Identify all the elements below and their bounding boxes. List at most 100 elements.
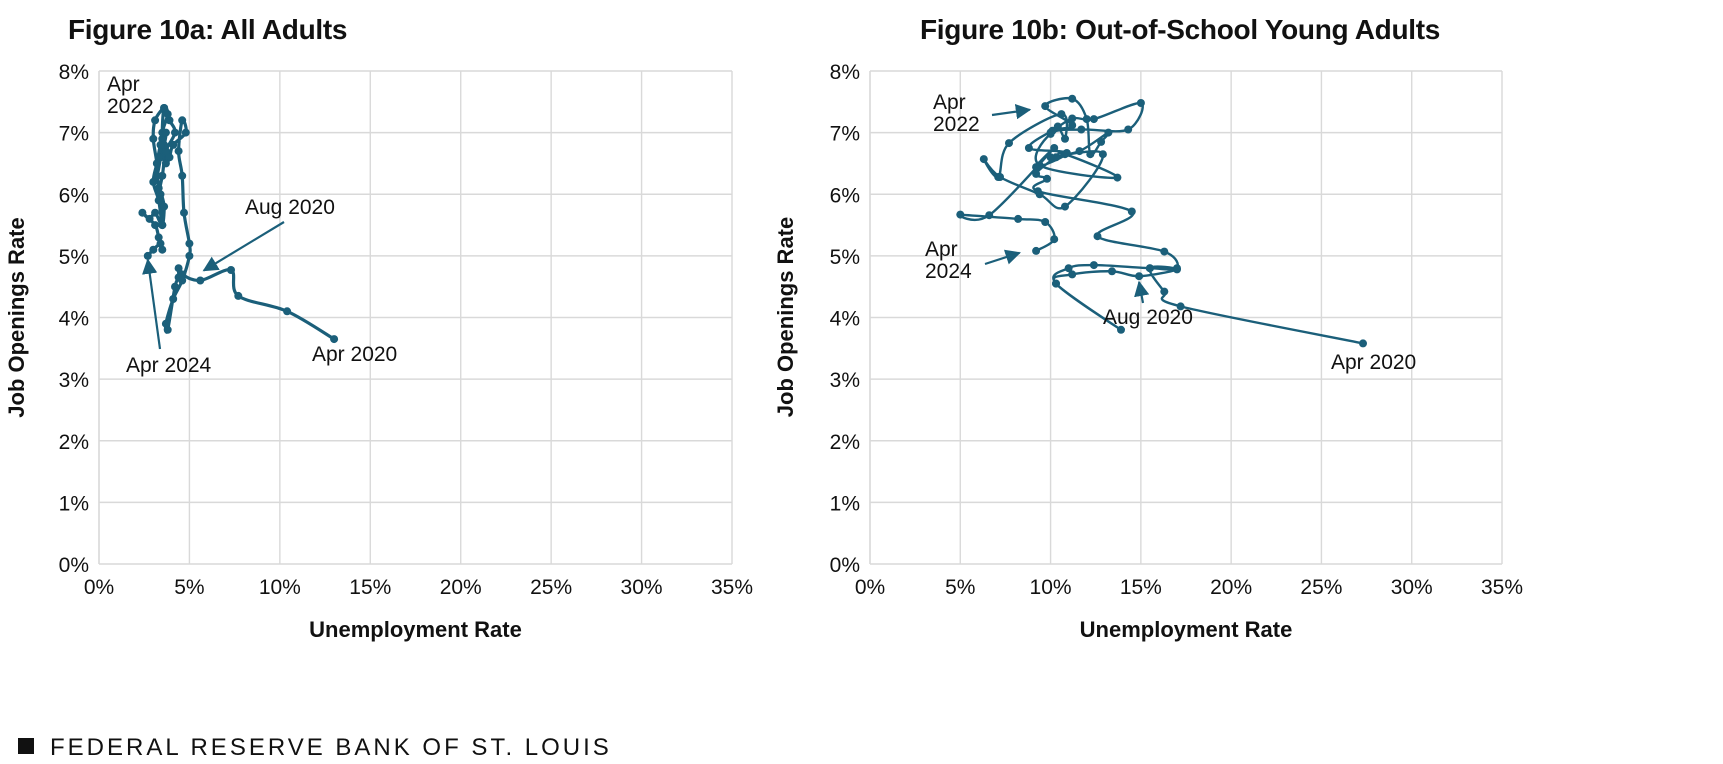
data-point — [163, 110, 172, 119]
data-point — [1053, 122, 1062, 131]
data-point — [156, 140, 165, 149]
square-bullet-icon — [18, 738, 34, 754]
data-point — [185, 251, 194, 260]
data-point — [996, 173, 1004, 181]
y-tick-label: 6% — [830, 184, 860, 207]
data-point — [1046, 153, 1055, 162]
annotation-label: Aug 2020 — [1103, 306, 1193, 329]
x-tick-label: 10% — [259, 576, 301, 599]
data-point — [196, 276, 205, 285]
data-point — [1097, 137, 1106, 146]
data-point — [174, 264, 183, 273]
data-point — [1057, 110, 1066, 119]
data-point — [160, 202, 169, 211]
y-tick-label: 2% — [59, 431, 89, 454]
footer: FEDERAL RESERVE BANK OF ST. LOUIS — [18, 734, 612, 762]
data-point — [1064, 264, 1073, 273]
x-axis-label: Unemployment Rate — [1080, 617, 1293, 642]
y-tick-label: 6% — [59, 184, 89, 207]
annotation-arrow — [202, 221, 285, 272]
y-tick-label: 7% — [59, 123, 89, 146]
chart-b-title: Figure 10b: Out-of-School Young Adults — [920, 14, 1441, 45]
data-point — [165, 153, 174, 162]
data-point — [181, 128, 190, 137]
x-tick-label: 5% — [174, 576, 204, 599]
data-point — [1024, 144, 1033, 152]
data-point — [154, 184, 163, 193]
data-point — [1176, 302, 1185, 311]
data-point — [1041, 218, 1050, 226]
data-point — [149, 177, 158, 186]
y-tick-label: 0% — [830, 554, 860, 577]
data-point — [161, 128, 170, 137]
data-point — [158, 245, 167, 254]
chart-a-title: Figure 10a: All Adults — [68, 14, 348, 45]
data-point — [1136, 99, 1145, 107]
y-tick-label: 4% — [830, 308, 860, 331]
y-tick-label: 1% — [59, 492, 89, 515]
data-point — [1050, 144, 1059, 152]
y-tick-label: 5% — [59, 246, 89, 269]
data-point — [1061, 202, 1069, 211]
data-point — [1117, 325, 1125, 334]
data-point — [956, 210, 965, 219]
data-point — [1104, 128, 1113, 137]
data-point — [979, 155, 988, 164]
chart-b: 0% 5% 10% 15% 20% 25% 30% 35% 0% 1% 2% 3% 4% 5% 6% 7% 8%… — [773, 61, 1523, 642]
data-point — [143, 251, 152, 260]
data-point — [1068, 114, 1077, 123]
y-tick-label: 1% — [830, 492, 860, 515]
annotation: Aug 2020 — [202, 196, 335, 272]
data-point — [227, 266, 235, 274]
x-tick-label: 15% — [349, 576, 391, 599]
annotation-label: 2022 — [107, 95, 154, 118]
annotation-arrow — [1134, 280, 1150, 304]
y-tick-label: 8% — [59, 61, 89, 84]
x-tick-label: 35% — [1481, 576, 1523, 599]
y-axis-label: Job Openings Rate — [4, 217, 29, 417]
annotation-label: Apr — [933, 91, 966, 114]
x-tick-label: 0% — [855, 576, 885, 599]
data-point — [283, 307, 292, 316]
data-point — [158, 134, 167, 143]
data-point — [154, 196, 163, 205]
x-tick-label: 0% — [84, 576, 114, 599]
annotation: Apr 2020 — [1331, 351, 1416, 374]
y-tick-label: 2% — [830, 431, 860, 454]
annotation: Apr 2024 — [126, 258, 212, 377]
data-point — [1077, 125, 1086, 134]
data-point — [1052, 279, 1060, 288]
data-point — [163, 325, 172, 334]
x-tick-label: 25% — [530, 576, 572, 599]
data-point — [1160, 287, 1169, 296]
data-point — [234, 291, 243, 300]
data-point — [151, 116, 160, 125]
data-point — [160, 104, 169, 112]
data-point — [1160, 247, 1169, 256]
data-point — [1089, 115, 1098, 124]
data-point — [330, 335, 339, 344]
data-point — [1173, 264, 1181, 273]
y-tick-label: 4% — [59, 308, 89, 331]
data-point — [185, 239, 194, 248]
data-point — [1061, 134, 1069, 143]
chart-a: 0% 5% 10% 15% 20% 25% 30% 35% 0% 1% 2% 3% 4% 5% 6% 7% 8%… — [4, 61, 753, 642]
annotation-label: Apr — [925, 238, 958, 261]
data-point — [1032, 163, 1041, 172]
data-point — [1098, 150, 1107, 159]
x-tick-label: 35% — [711, 576, 753, 599]
annotation-label: Apr 2020 — [1331, 351, 1416, 374]
y-tick-label: 0% — [59, 554, 89, 577]
annotation: Aug 2020 — [1103, 280, 1193, 329]
data-point — [1050, 235, 1059, 244]
data-point — [1145, 264, 1154, 273]
x-tick-label: 5% — [945, 576, 975, 599]
data-point — [1041, 102, 1050, 111]
y-tick-label: 5% — [830, 246, 860, 269]
annotation-arrow — [984, 249, 1021, 266]
data-point — [156, 239, 165, 248]
data-point — [985, 211, 994, 220]
data-point — [169, 295, 178, 303]
data-point — [1043, 174, 1051, 183]
